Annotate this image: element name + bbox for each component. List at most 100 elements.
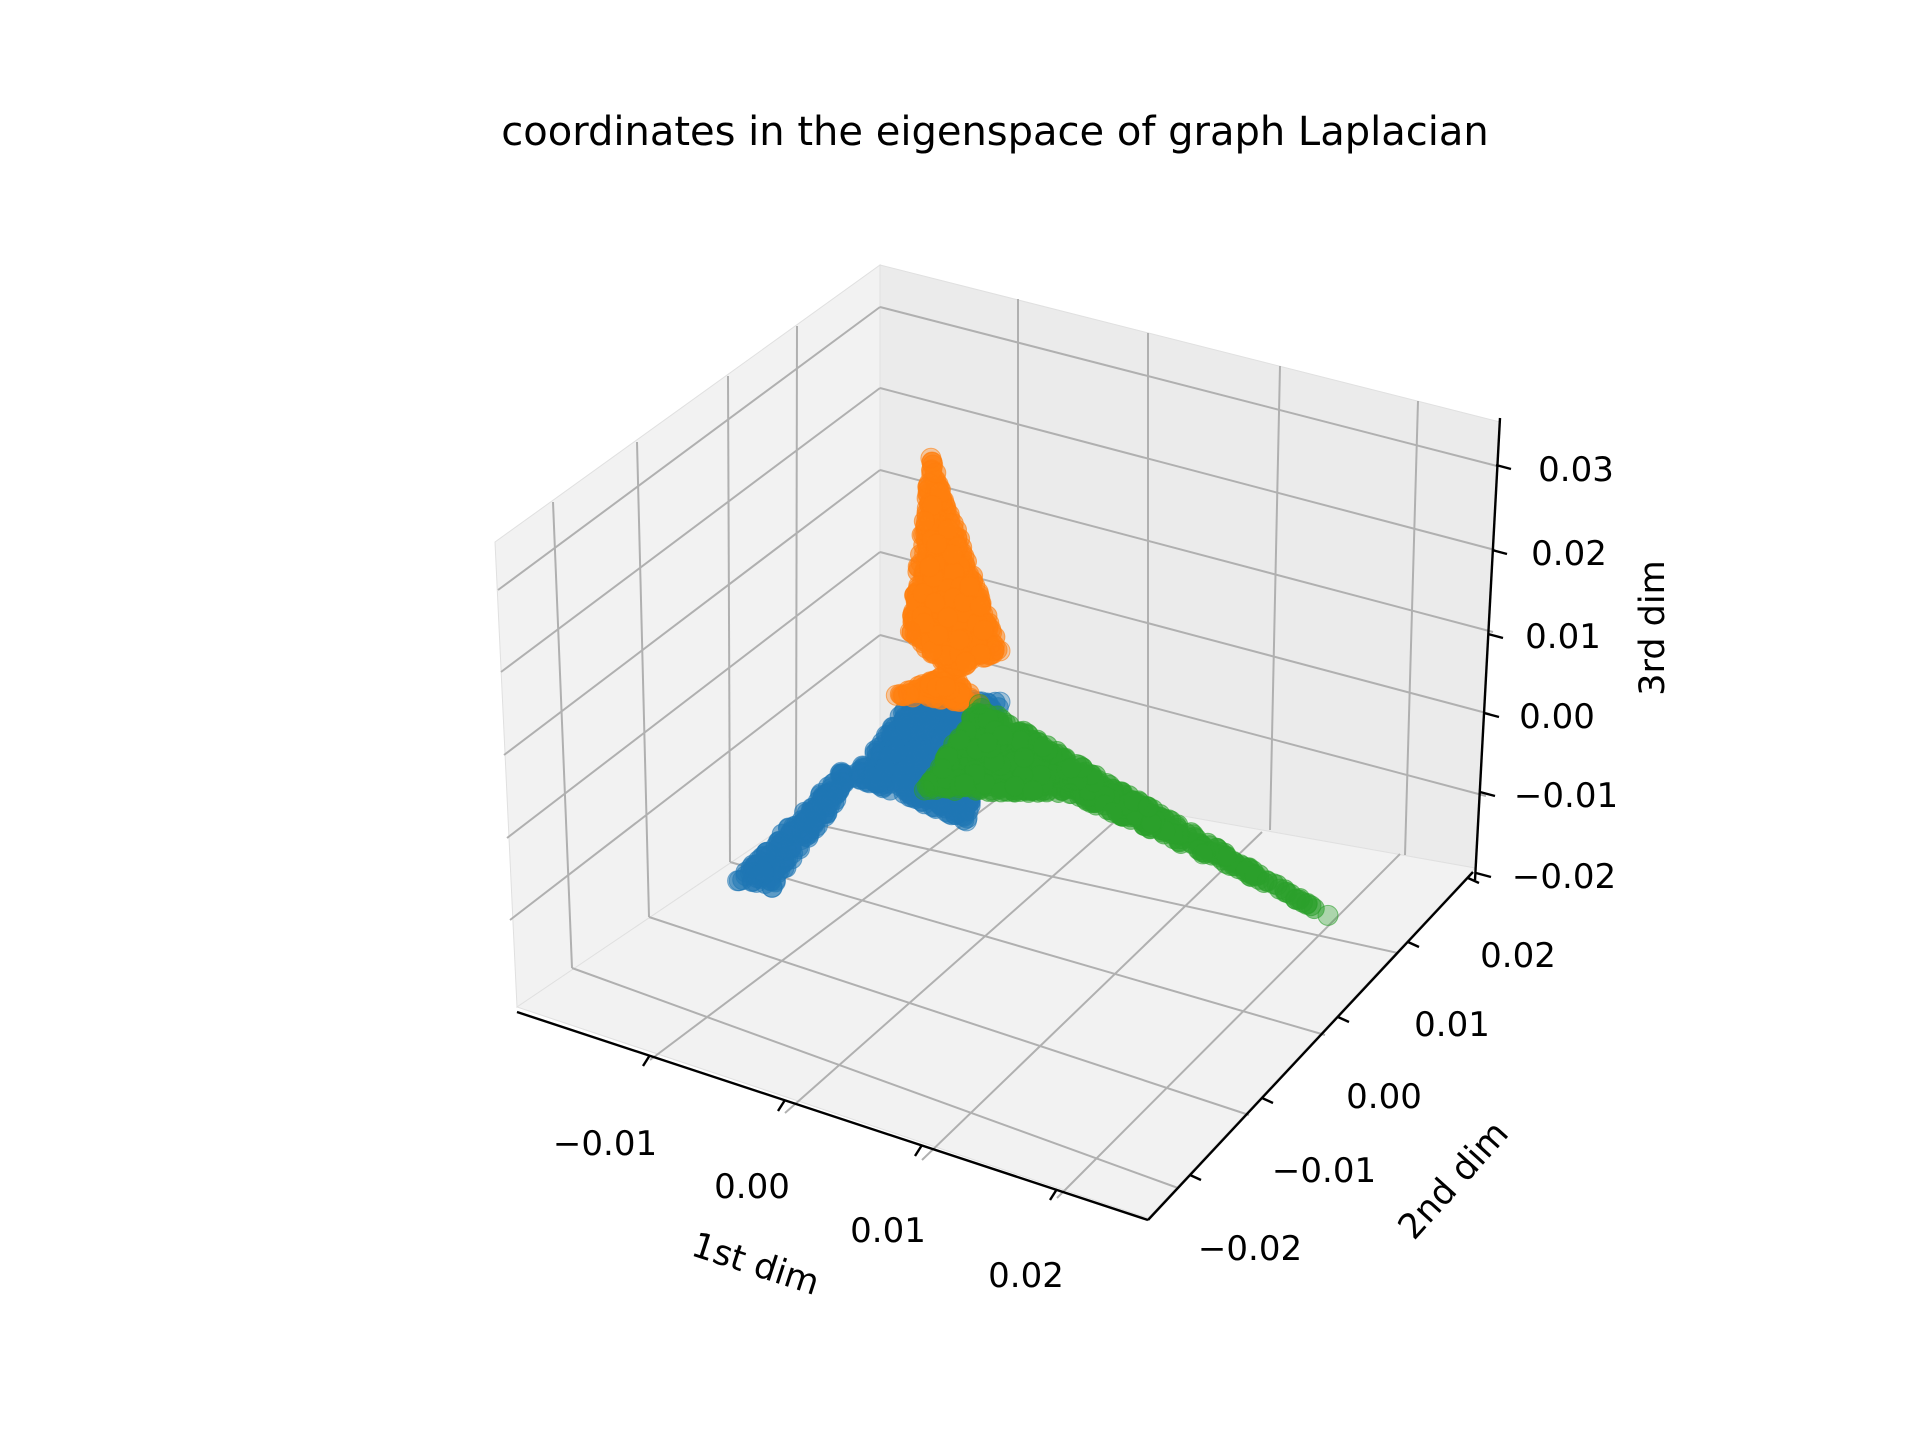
data-point xyxy=(1004,775,1026,797)
grid-left-h2 xyxy=(500,387,881,673)
data-point xyxy=(761,876,783,898)
data-point xyxy=(1013,747,1035,769)
data-point xyxy=(1022,780,1044,801)
data-point xyxy=(927,624,949,646)
z-tick-mark-3 xyxy=(1483,711,1500,719)
grid-left-v1 xyxy=(552,501,573,969)
data-point xyxy=(954,651,976,673)
grid-right-h3 xyxy=(879,469,1494,633)
x-axis-line xyxy=(516,1010,1149,1222)
z-tick-label-4: 0.01 xyxy=(1525,617,1601,657)
x-tick-mark-4 xyxy=(1048,1188,1059,1201)
z-tick-mark-4 xyxy=(1487,632,1504,640)
data-point xyxy=(727,870,749,892)
grid-left-h4 xyxy=(506,551,881,839)
data-point xyxy=(969,595,991,617)
x-tick-label-3: 0.01 xyxy=(850,1211,926,1251)
grid-floor-y3 xyxy=(729,861,1326,1036)
y-tick-mark-5 xyxy=(1467,876,1480,885)
data-point xyxy=(913,510,935,532)
grid-left-h1 xyxy=(497,306,881,591)
data-point xyxy=(913,612,935,634)
data-point xyxy=(895,719,917,741)
z-tick-label-1: −0.02 xyxy=(1512,857,1616,897)
x-axis-label: 1st dim xyxy=(687,1225,824,1304)
z-tick-label-2: −0.01 xyxy=(1514,776,1618,816)
data-point xyxy=(752,860,774,882)
z-tick-mark-2 xyxy=(1479,790,1496,798)
data-point xyxy=(765,835,787,857)
y-tick-label-2: −0.01 xyxy=(1272,1151,1376,1191)
data-point xyxy=(937,518,959,540)
data-point xyxy=(1296,893,1318,915)
data-point xyxy=(826,783,848,805)
series-3-points xyxy=(913,694,1339,926)
y-tick-mark-2 xyxy=(1261,1096,1274,1105)
grid-floor-y2 xyxy=(648,916,1250,1116)
z-tick-mark-1 xyxy=(1475,871,1492,879)
grid-floor-x2 xyxy=(784,807,1131,1114)
x-tick-mark-1 xyxy=(641,1054,652,1067)
data-point xyxy=(989,640,1011,662)
grid-right-v3 xyxy=(1269,365,1281,831)
x-tick-mark-2 xyxy=(776,1099,787,1112)
grid-right-h2 xyxy=(879,387,1496,551)
data-point xyxy=(955,810,977,832)
data-point xyxy=(935,676,956,698)
data-point xyxy=(863,768,885,790)
data-point xyxy=(972,619,994,641)
z-tick-mark-5 xyxy=(1491,548,1508,556)
data-point xyxy=(920,447,942,469)
y-axis-label: 2nd dim xyxy=(1391,1114,1517,1248)
grid-left-h5 xyxy=(509,634,881,921)
data-point xyxy=(1101,801,1123,823)
grid-left-h3 xyxy=(503,469,881,756)
data-point xyxy=(801,797,823,819)
data-point xyxy=(948,629,970,651)
data-point xyxy=(924,592,946,614)
y-tick-mark-1 xyxy=(1189,1173,1202,1182)
data-point xyxy=(954,773,975,795)
data-point xyxy=(931,758,953,779)
z-axis-label: 3rd dim xyxy=(1633,560,1673,695)
data-point xyxy=(1059,783,1081,805)
grid-right-v4 xyxy=(1404,400,1419,856)
grid-floor-y1 xyxy=(571,967,1179,1189)
z-tick-label-3: 0.00 xyxy=(1519,697,1595,737)
data-point xyxy=(1192,843,1214,865)
z-tick-mark-6 xyxy=(1495,463,1512,471)
data-point xyxy=(1269,878,1290,900)
x-tick-mark-3 xyxy=(913,1144,924,1157)
data-point xyxy=(937,607,959,629)
data-point xyxy=(1216,845,1238,867)
z-tick-label-5: 0.02 xyxy=(1531,534,1607,574)
data-point xyxy=(926,533,948,555)
data-point xyxy=(1317,904,1339,926)
y-tick-label-3: 0.00 xyxy=(1346,1077,1422,1117)
y-tick-mark-4 xyxy=(1407,940,1420,949)
chart-title: coordinates in the eigenspace of graph L… xyxy=(501,109,1488,155)
data-point xyxy=(976,732,998,754)
data-point xyxy=(959,576,981,597)
data-point xyxy=(919,556,941,578)
data-point xyxy=(913,779,935,801)
x-tick-label-1: −0.01 xyxy=(553,1124,657,1164)
y-tick-mark-3 xyxy=(1337,1015,1350,1024)
grid-floor-x3 xyxy=(921,831,1263,1161)
z-tick-label-6: 0.03 xyxy=(1538,450,1614,490)
grid-left-v3 xyxy=(727,375,731,863)
y-tick-label-5: 0.02 xyxy=(1480,936,1556,976)
grid-floor-x1 xyxy=(649,792,1006,1061)
data-point xyxy=(1060,757,1082,779)
data-point xyxy=(797,826,819,848)
grid-floor-y4 xyxy=(795,819,1399,954)
data-point xyxy=(1032,736,1054,758)
data-point xyxy=(885,684,907,706)
grid-floor-x4 xyxy=(1056,853,1401,1199)
data-point xyxy=(1137,796,1159,818)
grid-left-v4 xyxy=(795,325,798,821)
z-ticks: −0.02 −0.01 0.00 0.01 0.02 0.03 3rd dim xyxy=(1475,450,1673,897)
data-point xyxy=(949,729,971,751)
scatter-layer xyxy=(727,447,1339,926)
